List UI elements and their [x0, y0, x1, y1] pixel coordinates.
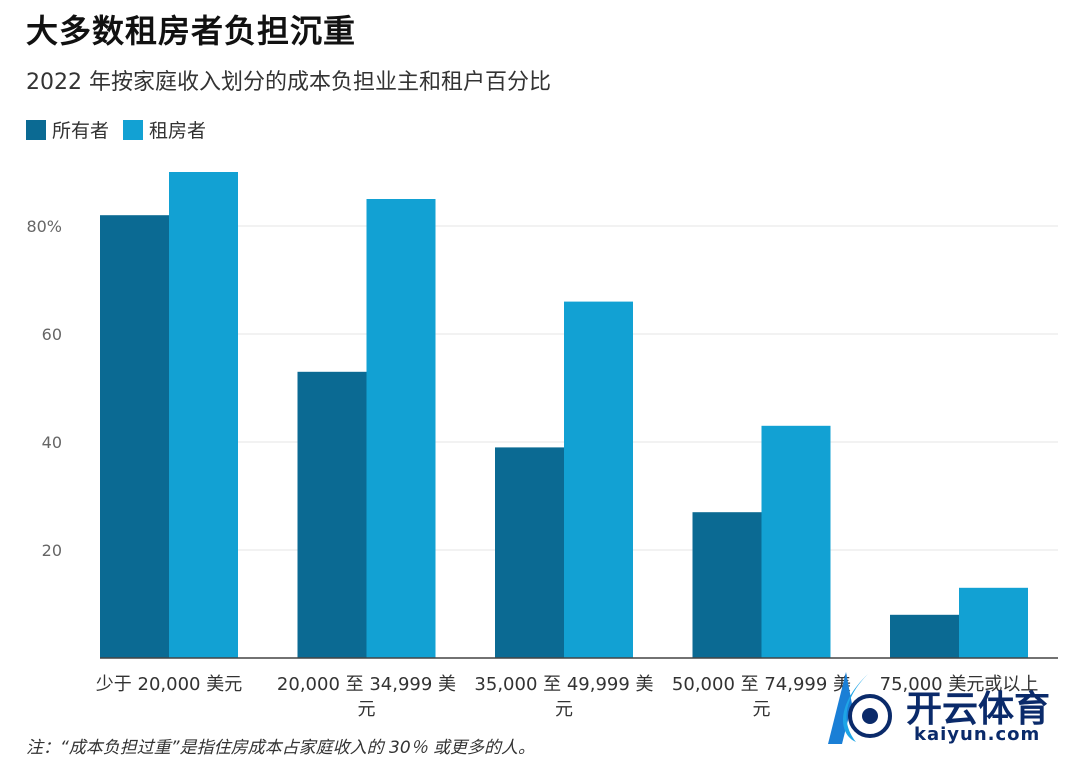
- y-tick-label: 80%: [26, 217, 62, 236]
- bar-owners: [100, 215, 169, 658]
- watermark-url: kaiyun.com: [914, 724, 1041, 745]
- watermark: 开云体育 kaiyun.com: [808, 664, 1068, 754]
- x-tick-label: 元: [753, 699, 771, 720]
- legend: 所有者 租房者: [26, 116, 220, 143]
- watermark-brand: 开云体育: [906, 689, 1051, 730]
- legend-label-renters: 租房者: [149, 120, 207, 142]
- x-tick-label: 少于 20,000 美元: [96, 674, 242, 695]
- x-tick-label: 元: [555, 699, 573, 720]
- legend-swatch-owners: [26, 119, 46, 140]
- legend-item-owners: 所有者: [26, 116, 109, 143]
- bar-renters: [959, 587, 1028, 658]
- footnote: 注：“成本负担过重”是指住房成本占家庭收入的 30％ 或更多的人。: [26, 738, 536, 758]
- chart-title: 大多数租房者负担沉重: [26, 12, 357, 50]
- legend-swatch-renters: [123, 119, 144, 140]
- bar-renters: [169, 172, 238, 658]
- x-tick-label: 50,000 至 74,999 美: [672, 674, 851, 695]
- bar-renters: [564, 301, 633, 658]
- bar-owners: [495, 447, 564, 658]
- x-tick-label: 元: [358, 699, 376, 720]
- bar-renters: [761, 425, 831, 658]
- bar-owners: [297, 371, 367, 658]
- bar-owners: [890, 614, 959, 658]
- bar-renters: [366, 199, 436, 658]
- x-tick-label: 75,000 美元或以上: [880, 674, 1039, 695]
- x-tick-label: 20,000 至 34,999 美: [277, 674, 456, 695]
- bar-owners: [692, 512, 762, 658]
- x-tick-label: 35,000 至 49,999 美: [474, 674, 653, 695]
- y-tick-label: 60: [42, 325, 62, 344]
- chart-subtitle: 2022 年按家庭收入划分的成本负担业主和租户百分比: [26, 70, 551, 95]
- legend-item-renters: 租房者: [123, 116, 206, 143]
- legend-label-owners: 所有者: [52, 120, 110, 142]
- y-tick-label: 20: [42, 541, 62, 560]
- y-tick-label: 40: [42, 433, 62, 452]
- watermark-logo-icon: [828, 672, 892, 744]
